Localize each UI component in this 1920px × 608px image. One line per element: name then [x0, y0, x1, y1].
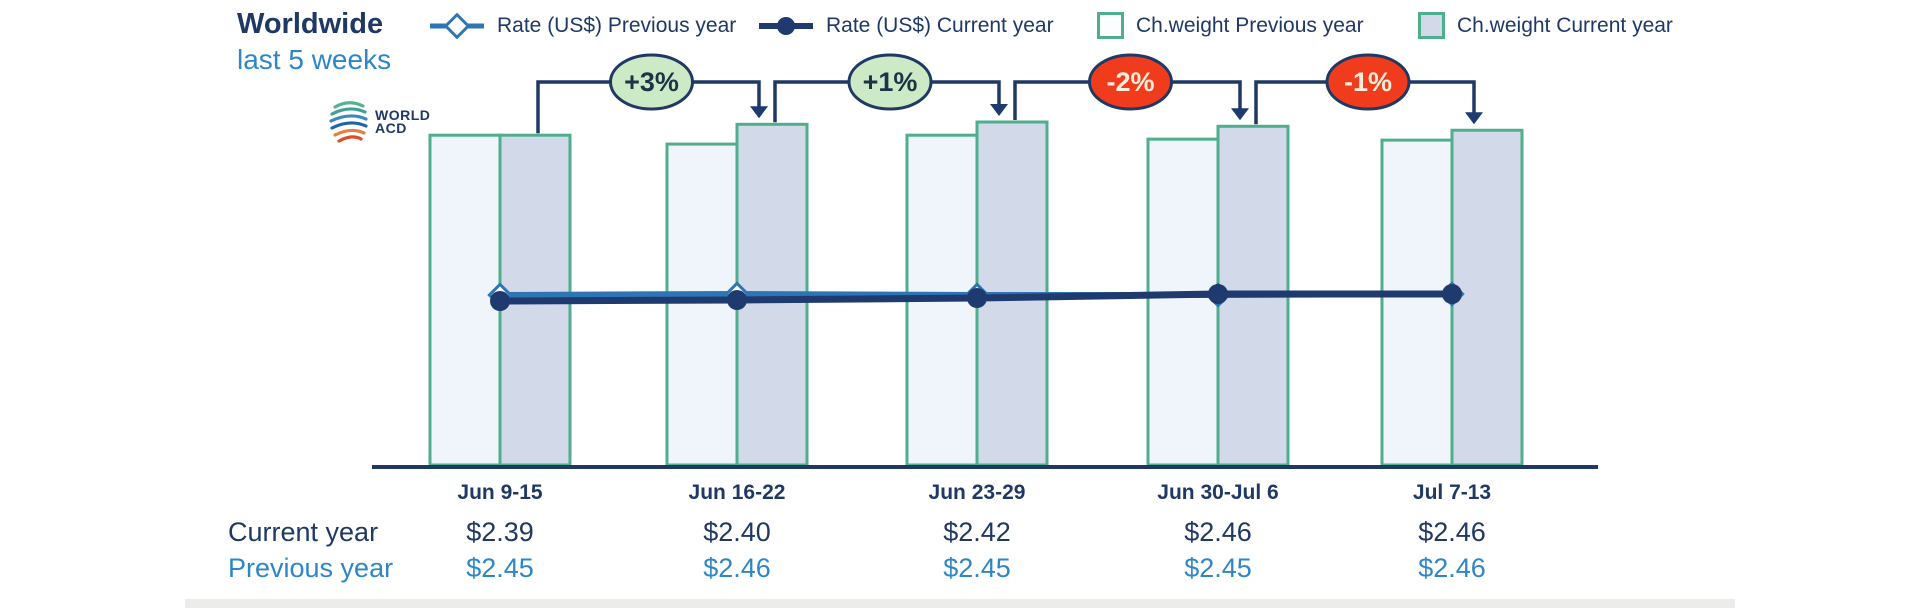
- marker-circle-week-5: [1442, 284, 1462, 304]
- change-badge-1: [609, 53, 694, 111]
- rate-value-current: $2.46: [1418, 517, 1486, 547]
- bar-previous-week-5: [1380, 138, 1454, 467]
- legend-item-rate-current: Rate (US$) Current year: [758, 12, 1054, 40]
- change-badge-label: -2%: [1106, 67, 1154, 97]
- change-badge-label: -1%: [1344, 67, 1392, 97]
- connector-arrow-icon: [990, 104, 1008, 116]
- marker-circle-week-1: [490, 291, 510, 311]
- x-axis-label: Jun 9-15: [457, 481, 543, 504]
- square-outline-icon: [1097, 12, 1124, 39]
- connector-arrow-icon: [1465, 112, 1483, 125]
- legend-item-weight-previous: Ch.weight Previous year: [1097, 12, 1364, 39]
- bar-current-week-5: [1450, 128, 1524, 467]
- diamond-line-icon: [430, 12, 484, 40]
- rate-value-current: $2.40: [703, 517, 771, 547]
- connector-arrow-icon: [1231, 108, 1249, 121]
- rate-value-current: $2.42: [943, 517, 1011, 547]
- marker-circle-week-2: [727, 290, 747, 310]
- connector-arrow-icon: [750, 106, 768, 119]
- x-axis-label: Jul 7-13: [1412, 481, 1492, 504]
- x-axis-label: Jun 16-22: [688, 481, 786, 504]
- table-row-label-current: Current year: [228, 517, 379, 547]
- legend-label: Rate (US$) Current year: [826, 14, 1054, 37]
- bar-previous-week-4: [1146, 137, 1220, 467]
- circle-line-icon: [759, 17, 813, 35]
- legend-label: Rate (US$) Previous year: [497, 14, 737, 37]
- rate-value-current: $2.46: [1184, 517, 1252, 547]
- change-badge-label: +3%: [624, 67, 679, 97]
- bar-previous-week-2: [665, 142, 739, 467]
- change-badge-2: [847, 53, 933, 111]
- x-axis-label: Jun 23-29: [928, 481, 1026, 504]
- rate-value-previous: $2.46: [1418, 553, 1486, 583]
- legend-label: Ch.weight Current year: [1457, 13, 1673, 37]
- marker-circle-week-3: [967, 288, 987, 308]
- footer-strip: [185, 599, 1735, 608]
- page-title: Worldwide: [237, 8, 384, 40]
- rate-value-previous: $2.45: [943, 553, 1011, 583]
- legend-item-rate-previous: Rate (US$) Previous year: [429, 12, 736, 40]
- rate-value-previous: $2.46: [703, 553, 771, 583]
- change-badge-4: [1325, 53, 1411, 111]
- rate-value-current: $2.39: [466, 517, 534, 547]
- x-axis-label: Jun 30-Jul 6: [1157, 481, 1279, 504]
- square-filled-icon: [1418, 12, 1445, 39]
- logo-word-acd: ACD: [375, 120, 407, 136]
- table-row-label-previous: Previous year: [228, 553, 394, 583]
- legend-item-weight-current: Ch.weight Current year: [1418, 12, 1673, 39]
- page-subtitle: last 5 weeks: [237, 44, 392, 75]
- change-badge-label: +1%: [863, 67, 918, 97]
- rate-value-previous: $2.45: [1184, 553, 1252, 583]
- bar-previous-week-1: [428, 133, 502, 467]
- logo-word-world: WORLD: [375, 107, 431, 123]
- rate-value-previous: $2.45: [466, 553, 534, 583]
- legend-label: Ch.weight Previous year: [1136, 13, 1364, 37]
- marker-circle-week-4: [1208, 284, 1228, 304]
- change-badge-3: [1088, 53, 1173, 111]
- worldacd-logo-text: WORLD ACD: [375, 107, 431, 136]
- worldacd-globe-icon: [329, 101, 368, 143]
- worldacd-logo: WORLD ACD: [328, 99, 430, 145]
